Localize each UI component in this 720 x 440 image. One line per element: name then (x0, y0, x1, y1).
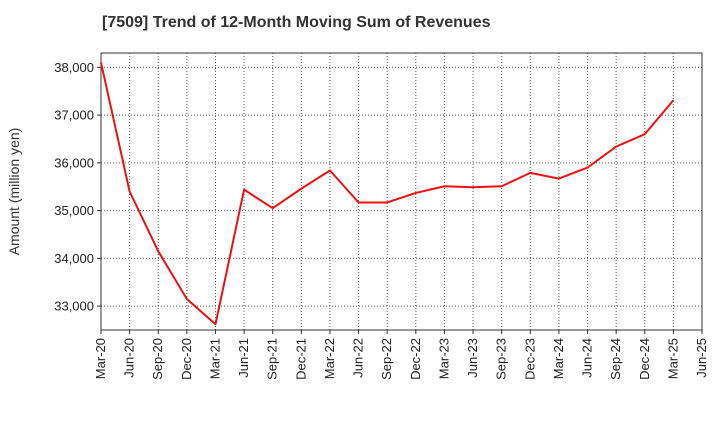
x-tick-label: Mar-22 (322, 338, 337, 379)
axis-ticks: Mar-20 Jun-20 Sep-20 Dec-20 Mar-21 Jun-21 Sep-… (54, 60, 709, 380)
x-tick-label: Sep-23 (494, 338, 509, 380)
x-tick-label: Jun-23 (465, 338, 480, 378)
plot-area-frame (100, 52, 703, 331)
x-tick-label: Sep-22 (379, 338, 394, 380)
x-tick-label: Jun-20 (122, 338, 137, 378)
grid-lines (101, 53, 702, 330)
y-tick-label: 33,000 (54, 299, 94, 314)
x-tick-label: Jun-24 (580, 338, 595, 378)
x-tick-label: Mar-23 (436, 338, 451, 379)
x-tick-label: Dec-20 (179, 338, 194, 380)
x-tick-label: Mar-25 (665, 338, 680, 379)
y-tick-label: 37,000 (54, 108, 94, 123)
y-tick-label: 34,000 (54, 251, 94, 266)
x-tick-label: Dec-22 (408, 338, 423, 380)
series-line (100, 62, 675, 326)
y-tick-label: 36,000 (54, 155, 94, 170)
x-tick-label: Dec-24 (637, 338, 652, 380)
x-tick-label: Sep-24 (608, 338, 623, 380)
y-tick-label: 38,000 (54, 60, 94, 75)
y-axis-label: Amount (million yen) (6, 128, 22, 256)
x-tick-label: Mar-20 (93, 338, 108, 379)
x-tick-label: Dec-21 (293, 338, 308, 380)
y-tick-label: 35,000 (54, 203, 94, 218)
x-tick-label: Mar-24 (551, 338, 566, 379)
x-tick-label: Jun-25 (694, 338, 709, 378)
x-tick-label: Sep-21 (265, 338, 280, 380)
series-lines (100, 62, 675, 326)
x-tick-label: Jun-21 (236, 338, 251, 378)
x-tick-label: Mar-21 (207, 338, 222, 379)
chart-title: [7509] Trend of 12-Month Moving Sum of R… (102, 14, 491, 31)
x-tick-label: Sep-20 (150, 338, 165, 380)
x-tick-label: Jun-22 (351, 338, 366, 378)
x-tick-label: Dec-23 (522, 338, 537, 380)
